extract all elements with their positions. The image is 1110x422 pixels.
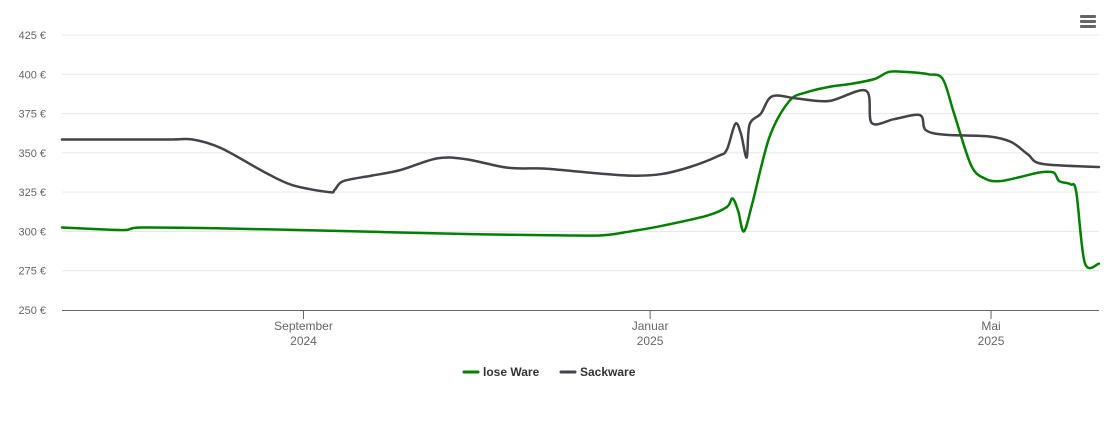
chart-menu-icon[interactable] [1076, 12, 1100, 34]
legend: lose Ware Sackware [462, 365, 636, 379]
y-tick-label: 375 € [18, 109, 46, 121]
series-line-0 [60, 70, 1101, 270]
y-tick-label: 350 € [18, 148, 46, 160]
x-tick-month-label: Mai [981, 319, 1000, 333]
legend-label: lose Ware [483, 365, 540, 379]
series-lines [60, 70, 1101, 270]
y-tick-label: 300 € [18, 226, 46, 238]
y-tick-label: 250 € [18, 305, 46, 317]
y-tick-label: 425 € [18, 30, 46, 42]
y-tick-label: 325 € [18, 187, 46, 199]
series-line-1 [60, 88, 1101, 194]
x-tick-month-label: Januar [632, 319, 669, 333]
x-tick-year-label: 2024 [290, 334, 317, 348]
legend-item-0[interactable]: lose Ware [462, 365, 540, 379]
grid-lines [62, 34, 1099, 272]
y-axis-labels: 250 € 275 € 300 € 325 € 350 € 375 € 400 € 425 € [18, 30, 46, 317]
x-tick-year-label: 2025 [978, 334, 1005, 348]
y-tick-label: 275 € [18, 266, 46, 278]
x-tick-month-label: September [274, 319, 333, 333]
y-tick-label: 400 € [18, 69, 46, 81]
legend-item-1[interactable]: Sackware [559, 365, 636, 379]
x-tick-year-label: 2025 [637, 334, 664, 348]
legend-label: Sackware [580, 365, 636, 379]
